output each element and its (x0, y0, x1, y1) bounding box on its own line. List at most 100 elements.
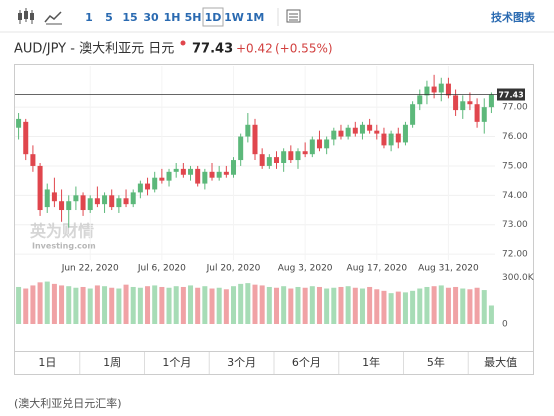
last-price-tag-label: 77.43 (498, 91, 523, 100)
candle-body (59, 201, 65, 211)
volume-bar (281, 286, 287, 324)
x-tick-label: Jun 22, 2020 (61, 264, 119, 274)
candle-body (359, 124, 365, 134)
range-button[interactable]: 1周 (103, 356, 121, 369)
candle-body (94, 198, 100, 205)
candle-body (302, 151, 308, 155)
volume-bar (316, 286, 322, 324)
volume-bar (381, 290, 387, 324)
candle-body (23, 121, 29, 155)
x-tick-label: Aug 3, 2020 (278, 264, 333, 274)
line-icon[interactable] (44, 11, 62, 23)
interval-button[interactable]: 1W (224, 11, 244, 24)
volume-bar (424, 286, 430, 324)
last-price-tag (497, 88, 525, 101)
range-button[interactable]: 最大值 (484, 355, 517, 369)
volume-bar (345, 286, 351, 324)
range-button[interactable]: 5年 (427, 355, 445, 369)
volume-bar (309, 286, 315, 324)
volume-bar (252, 284, 258, 324)
candle-body (130, 192, 136, 205)
volume-bar (273, 287, 279, 324)
live-dot (180, 40, 186, 46)
interval-button[interactable]: 5H (185, 11, 202, 24)
candle-body (223, 171, 229, 175)
volume-bar (388, 293, 394, 324)
candle-body (116, 198, 122, 208)
candle-body (417, 95, 423, 105)
volume-bar (180, 286, 186, 324)
interval-button[interactable]: 1H (164, 11, 181, 24)
volume-bar (87, 288, 93, 324)
volume-bar (23, 288, 29, 324)
volume-bar (16, 286, 22, 324)
range-button[interactable]: 1个月 (162, 356, 191, 369)
candle-body (66, 201, 72, 211)
volume-bar (238, 283, 244, 324)
range-button[interactable]: 6个月 (292, 356, 321, 369)
volume-bar (44, 281, 50, 324)
range-button[interactable]: 3个月 (227, 356, 256, 369)
volume-bar (80, 286, 86, 324)
candle-body (324, 139, 330, 149)
candle-body (109, 195, 115, 208)
candle-body (395, 133, 401, 143)
interval-button[interactable]: 1D (205, 11, 222, 24)
candle-body (424, 86, 430, 96)
candle-body (152, 177, 158, 190)
candle-body (445, 83, 451, 96)
volume-bar (367, 286, 373, 324)
candle-body (30, 154, 36, 166)
volume-bar (331, 287, 337, 324)
volume-bar (73, 287, 79, 324)
volume-bar (324, 288, 330, 324)
price-change: +0.42 (236, 42, 273, 56)
range-button[interactable]: 1日 (38, 356, 56, 369)
candle-body (481, 107, 487, 122)
volume-bar (109, 287, 115, 324)
volume-bar (474, 287, 480, 324)
candle-body (295, 151, 301, 161)
volume-bar (374, 289, 380, 324)
volume-bar (352, 287, 358, 324)
volume-bar (166, 287, 172, 324)
range-button[interactable]: 1年 (362, 355, 380, 369)
toolbar-link[interactable]: 技术图表 (491, 10, 536, 24)
x-tick-label: Jul 6, 2020 (137, 264, 186, 274)
candle-body (137, 183, 143, 193)
volume-bar (116, 288, 122, 324)
volume-bar (460, 288, 466, 324)
x-tick-label: Aug 17, 2020 (347, 264, 408, 274)
candle-body (438, 83, 444, 93)
volume-bar (338, 286, 344, 324)
candle-body (145, 183, 151, 190)
volume-bar (94, 285, 100, 324)
volume-bar (481, 290, 487, 324)
interval-button[interactable]: 5 (105, 11, 113, 24)
candle-icon[interactable] (18, 8, 34, 24)
candle-body (266, 157, 272, 166)
volume-bar (359, 288, 365, 324)
x-tick-label: Jul 20, 2020 (206, 264, 261, 274)
candle-body (231, 160, 237, 175)
volume-bar (445, 287, 451, 324)
watermark: 英为财情 (29, 222, 94, 241)
volume-bar (130, 286, 136, 324)
price-change-pct: (+0.55%) (275, 42, 333, 56)
interval-button[interactable]: 1 (85, 11, 93, 24)
candle-body (166, 171, 172, 181)
candle-body (123, 198, 129, 205)
interval-button[interactable]: 30 (143, 11, 159, 24)
candle-body (245, 124, 251, 137)
volume-bar (173, 286, 179, 324)
candle-body (467, 101, 473, 105)
volume-bar (188, 285, 194, 324)
interval-button[interactable]: 1M (246, 11, 265, 24)
candle-body (188, 168, 194, 175)
volume-bar (245, 283, 251, 324)
y-tick-label: 74.00 (502, 191, 528, 201)
candle-body (410, 104, 416, 125)
settings-icon[interactable] (286, 9, 301, 23)
volume-bar (302, 287, 308, 324)
interval-button[interactable]: 15 (122, 11, 137, 24)
